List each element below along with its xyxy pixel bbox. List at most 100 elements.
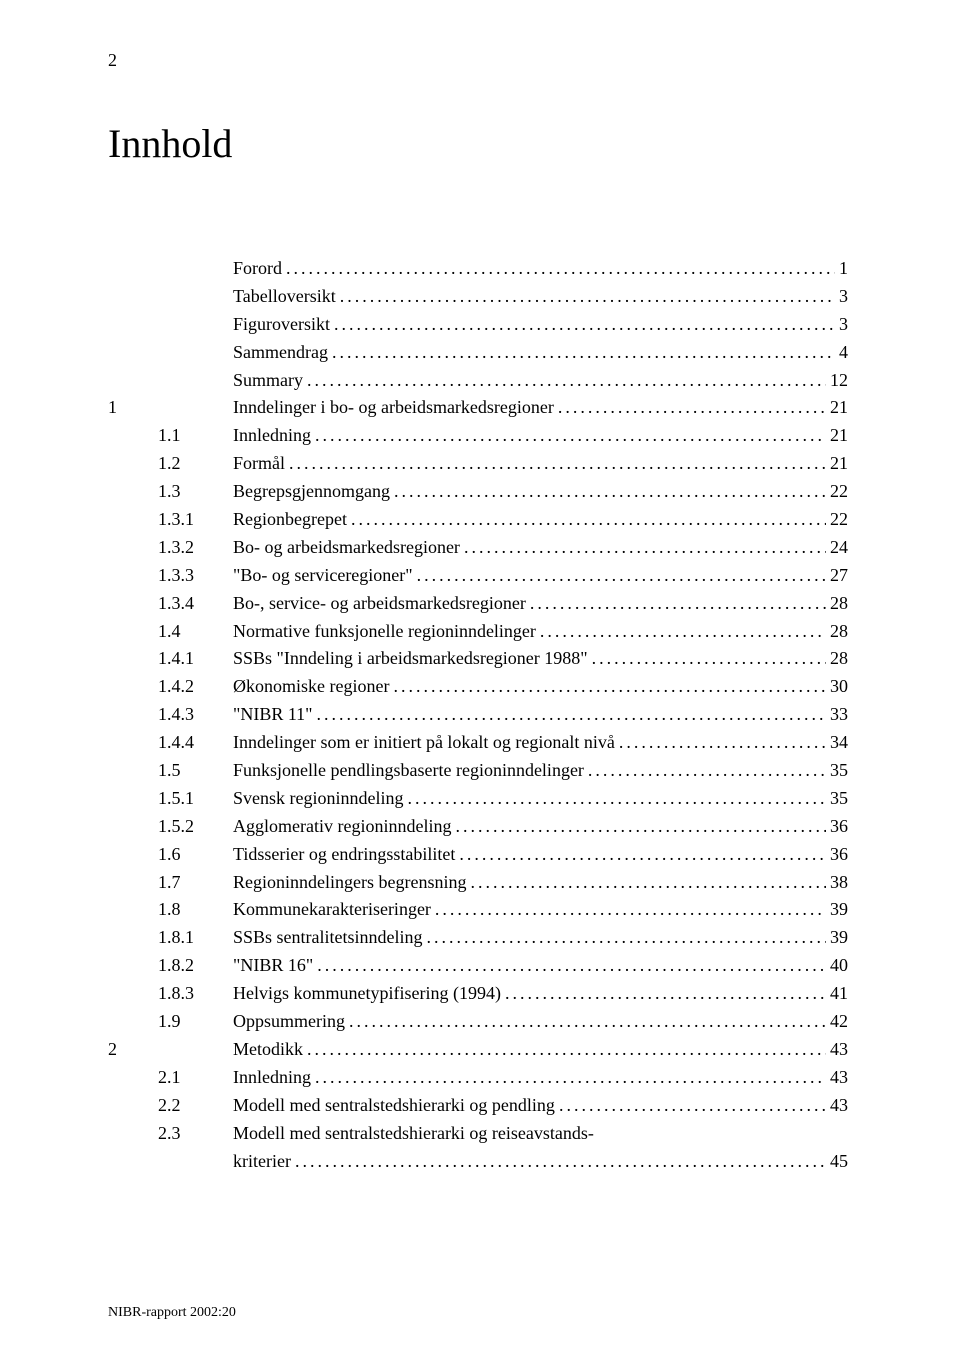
toc-entry: 1.5.2Agglomerativ regioninndeling.......…	[108, 813, 848, 841]
toc-page-number: 42	[830, 1008, 848, 1036]
toc-page-number: 35	[830, 785, 848, 813]
toc-entry: 1.4.4Inndelinger som er initiert på loka…	[108, 729, 848, 757]
toc-leader-dots: ........................................…	[505, 980, 826, 1008]
toc-entry: 1.3.1Regionbegrepet.....................…	[108, 506, 848, 534]
toc-page-number: 12	[830, 367, 848, 395]
toc-leader-dots: ........................................…	[417, 562, 826, 590]
toc-leader-dots: ........................................…	[332, 339, 835, 367]
toc-entry-text: "Bo- og serviceregioner"	[233, 562, 413, 590]
toc-section-number: 1.7	[158, 869, 233, 897]
toc-chapter-number: 2	[108, 1036, 158, 1064]
toc-page-number: 43	[830, 1092, 848, 1120]
toc-leader-dots: ........................................…	[464, 534, 826, 562]
toc-page-number: 36	[830, 841, 848, 869]
toc-leader-dots: ........................................…	[349, 1008, 826, 1036]
toc-leader-dots: ........................................…	[459, 841, 826, 869]
toc-page-number: 21	[830, 422, 848, 450]
toc-entry: 1.4.3"NIBR 11"..........................…	[108, 701, 848, 729]
toc-entry-text: Metodikk	[233, 1036, 303, 1064]
toc-section-number: 1.4.4	[158, 729, 233, 757]
toc-entry: 1.3Begrepsgjennomgang...................…	[108, 478, 848, 506]
toc-entry: 1.8Kommunekarakteriseringer.............…	[108, 896, 848, 924]
toc-page-number: 43	[830, 1036, 848, 1064]
toc-entry-text: Summary	[233, 367, 303, 395]
toc-entry-text: kriterier	[233, 1148, 291, 1176]
toc-page-number: 30	[830, 673, 848, 701]
toc-page-number: 28	[830, 645, 848, 673]
toc-page-number: 22	[830, 478, 848, 506]
toc-section-number: 1.4.3	[158, 701, 233, 729]
toc-leader-dots: ........................................…	[470, 869, 826, 897]
toc-page-number: 1	[839, 255, 848, 283]
toc-page-number: 24	[830, 534, 848, 562]
toc-section-number: 1.5	[158, 757, 233, 785]
toc-leader-dots: ........................................…	[295, 1148, 826, 1176]
toc-leader-dots: ........................................…	[315, 422, 826, 450]
toc-page-number: 43	[830, 1064, 848, 1092]
toc-page-number: 22	[830, 506, 848, 534]
toc-page-number: 34	[830, 729, 848, 757]
toc-page-number: 28	[830, 590, 848, 618]
toc-leader-dots: ........................................…	[317, 701, 826, 729]
toc-section-number: 1.8.1	[158, 924, 233, 952]
toc-page-number: 27	[830, 562, 848, 590]
toc-leader-dots: ........................................…	[289, 450, 826, 478]
toc-entry: 1.6Tidsserier og endringsstabilitet.....…	[108, 841, 848, 869]
toc-entry-text: Innledning	[233, 1064, 311, 1092]
toc-entry-text: SSBs "Inndeling i arbeidsmarkedsregioner…	[233, 645, 588, 673]
toc-entry: Tabelloversikt..........................…	[108, 283, 848, 311]
toc-entry-text: Sammendrag	[233, 339, 328, 367]
toc-section-number: 1.8.3	[158, 980, 233, 1008]
toc-page-number: 4	[839, 339, 848, 367]
toc-leader-dots: ........................................…	[334, 311, 835, 339]
toc-page-number: 36	[830, 813, 848, 841]
toc-leader-dots: ........................................…	[530, 590, 826, 618]
toc-entry-text: Bo-, service- og arbeidsmarkedsregioner	[233, 590, 526, 618]
table-of-contents: Forord..................................…	[108, 255, 848, 1175]
toc-entry-text: Kommunekarakteriseringer	[233, 896, 431, 924]
toc-entry-text: Regioninndelingers begrensning	[233, 869, 466, 897]
toc-entry: 1Inndelinger i bo- og arbeidsmarkedsregi…	[108, 394, 848, 422]
toc-section-number: 1.2	[158, 450, 233, 478]
toc-entry: Summary.................................…	[108, 367, 848, 395]
toc-entry-text: Forord	[233, 255, 282, 283]
toc-chapter-number: 1	[108, 394, 158, 422]
toc-leader-dots: ........................................…	[340, 283, 835, 311]
toc-page-number: 21	[830, 450, 848, 478]
toc-entry-text: "NIBR 11"	[233, 701, 313, 729]
toc-entry-text: Modell med sentralstedshierarki og pendl…	[233, 1092, 555, 1120]
toc-section-number: 1.3	[158, 478, 233, 506]
toc-leader-dots: ........................................…	[315, 1064, 826, 1092]
toc-entry: 1.2Formål...............................…	[108, 450, 848, 478]
toc-entry: 1.5Funksjonelle pendlingsbaserte regioni…	[108, 757, 848, 785]
toc-entry-text: Oppsummering	[233, 1008, 345, 1036]
toc-entry: 2.1Innledning...........................…	[108, 1064, 848, 1092]
report-footer: NIBR-rapport 2002:20	[108, 1305, 236, 1321]
toc-leader-dots: ........................................…	[558, 394, 826, 422]
toc-leader-dots: ........................................…	[307, 367, 826, 395]
toc-section-number: 1.1	[158, 422, 233, 450]
toc-entry: 1.5.1Svensk regioninndeling.............…	[108, 785, 848, 813]
toc-section-number: 1.3.4	[158, 590, 233, 618]
toc-entry: 1.8.3Helvigs kommunetypifisering (1994).…	[108, 980, 848, 1008]
toc-section-number: 1.4.2	[158, 673, 233, 701]
toc-entry-text: SSBs sentralitetsinndeling	[233, 924, 423, 952]
toc-entry: kriterier...............................…	[108, 1148, 848, 1176]
toc-entry-text: Figuroversikt	[233, 311, 330, 339]
toc-entry-text: Økonomiske regioner	[233, 673, 389, 701]
toc-page-number: 39	[830, 896, 848, 924]
toc-entry: 1.8.2"NIBR 16"..........................…	[108, 952, 848, 980]
toc-entry-text: Normative funksjonelle regioninndelinger	[233, 618, 536, 646]
page-title: Innhold	[108, 120, 232, 167]
toc-leader-dots: ........................................…	[559, 1092, 826, 1120]
page-number-top: 2	[108, 50, 117, 71]
toc-entry: 1.4.1SSBs "Inndeling i arbeidsmarkedsreg…	[108, 645, 848, 673]
toc-page-number: 38	[830, 869, 848, 897]
toc-page-number: 39	[830, 924, 848, 952]
toc-entry: 1.3.3"Bo- og serviceregioner"...........…	[108, 562, 848, 590]
toc-entry-text: Modell med sentralstedshierarki og reise…	[233, 1120, 594, 1148]
toc-leader-dots: ........................................…	[317, 952, 826, 980]
toc-entry: 1.4Normative funksjonelle regioninndelin…	[108, 618, 848, 646]
toc-entry: 2.2Modell med sentralstedshierarki og pe…	[108, 1092, 848, 1120]
toc-leader-dots: ........................................…	[407, 785, 826, 813]
